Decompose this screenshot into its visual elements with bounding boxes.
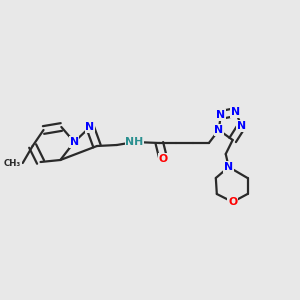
Text: N: N xyxy=(237,121,246,131)
Text: N: N xyxy=(214,125,224,135)
Text: N: N xyxy=(70,137,79,147)
Text: N: N xyxy=(224,162,233,172)
Text: O: O xyxy=(159,154,168,164)
Text: O: O xyxy=(228,197,237,207)
Text: N: N xyxy=(85,122,94,132)
Text: NH: NH xyxy=(125,137,144,147)
Text: CH₃: CH₃ xyxy=(4,158,21,167)
Text: N: N xyxy=(216,110,225,120)
Text: N: N xyxy=(231,107,240,117)
